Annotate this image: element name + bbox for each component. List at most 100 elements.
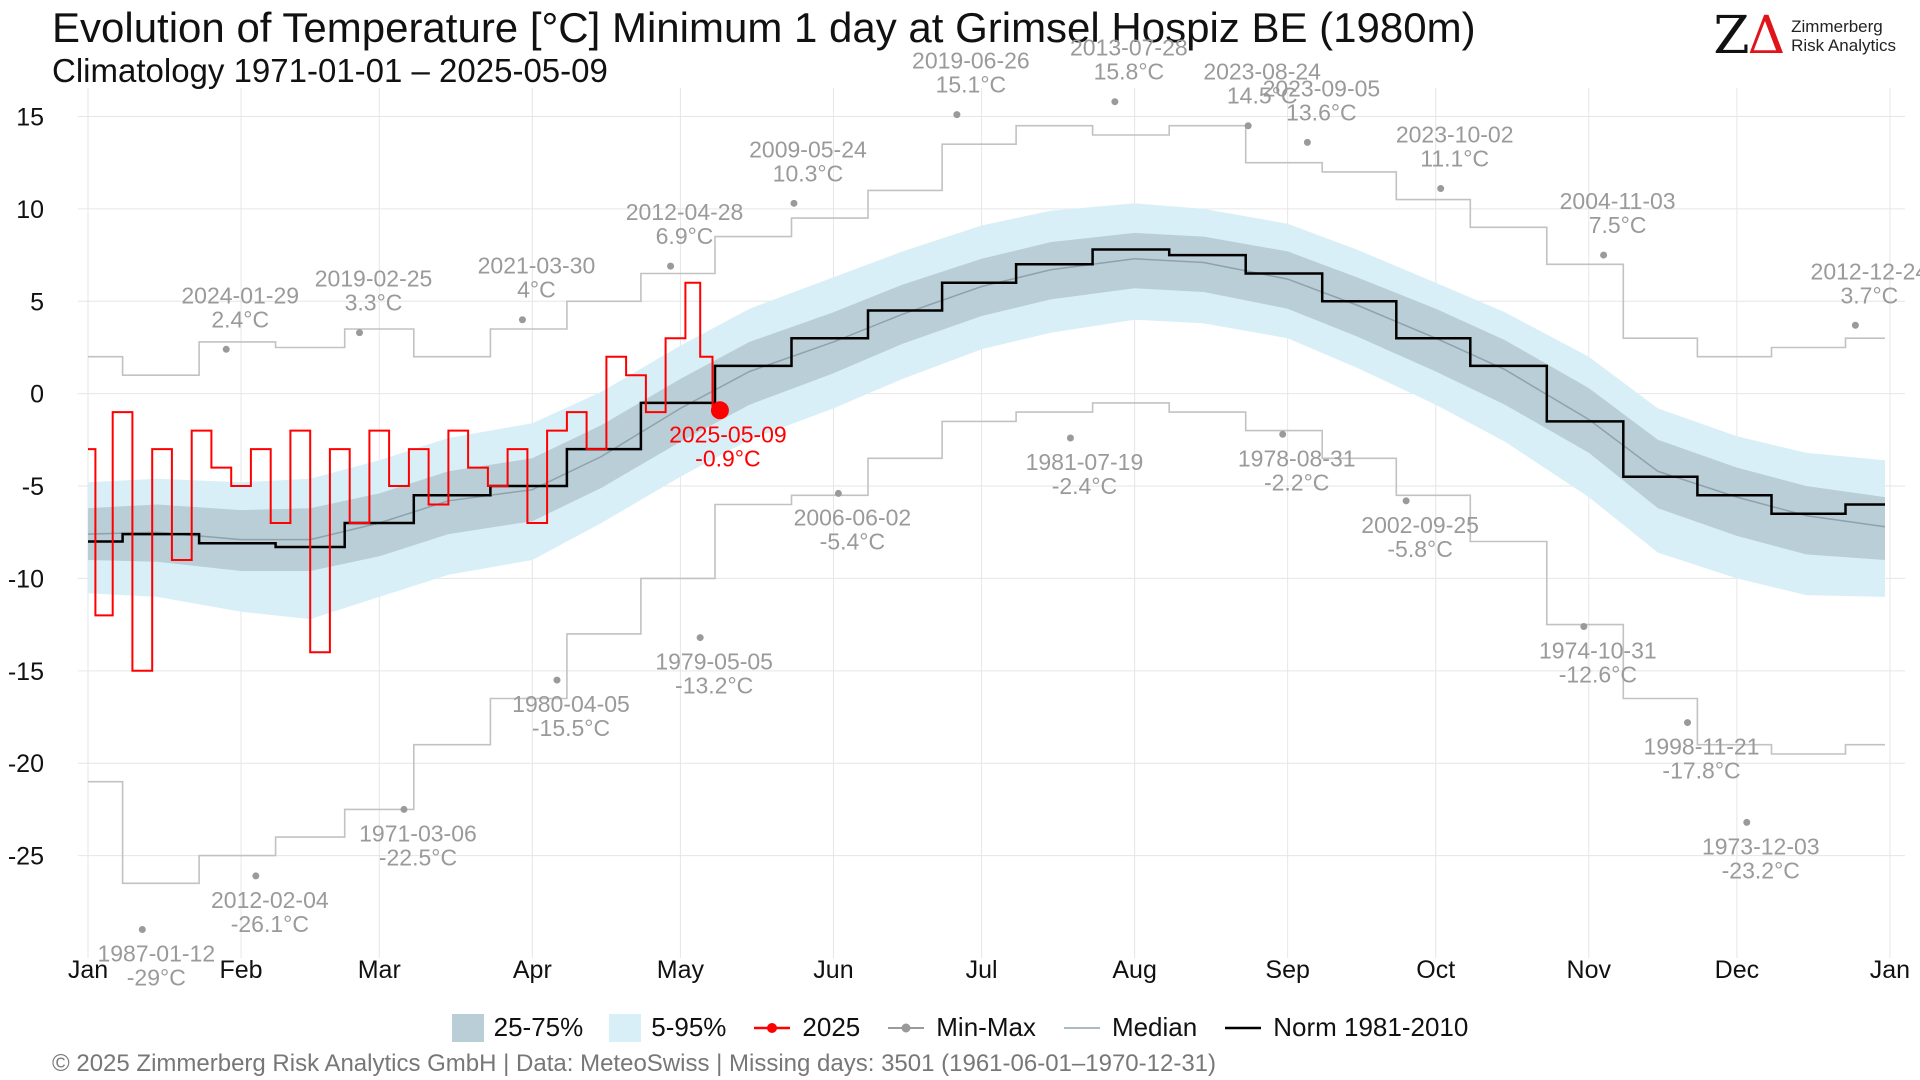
extreme-date-label: 2002-09-25 (1361, 512, 1479, 538)
credit-footer: © 2025 Zimmerberg Risk Analytics GmbH | … (52, 1050, 1216, 1077)
extreme-value-label: 3.3°C (345, 290, 403, 316)
extreme-date-label: 2024-01-29 (181, 282, 299, 308)
extreme-date-label: 2021-03-30 (478, 253, 596, 279)
extreme-date-label: 2012-04-28 (626, 199, 744, 225)
extreme-date-label: 2019-02-25 (315, 266, 433, 292)
series-norm-line (88, 248, 1885, 549)
y-tick-label: -15 (8, 658, 44, 686)
extreme-date-label: 1978-08-31 (1238, 445, 1356, 471)
logo-line-1: Zimmerberg (1791, 17, 1883, 36)
extreme-annotation: 2004-11-037.5°C (1560, 188, 1676, 259)
extreme-annotation: 1971-03-06-22.5°C (359, 805, 477, 870)
legend-swatch-q25-75 (451, 1013, 484, 1042)
extreme-value-label: -17.8°C (1662, 758, 1740, 784)
x-tick-label: Dec (1715, 956, 1759, 984)
legend-label-minmax: Min-Max (936, 1012, 1036, 1042)
x-tick-label: Apr (513, 956, 552, 984)
logo-mark-z: Z (1713, 6, 1749, 66)
chart-legend: 25-75% 5-95% 2025 Min-Max Median Norm 19… (0, 1012, 1920, 1043)
extreme-point (1580, 622, 1588, 630)
chart-title: Evolution of Temperature [°C] Minimum 1 … (52, 4, 1476, 51)
extreme-point (1743, 818, 1751, 826)
y-tick-label: 0 (30, 381, 44, 409)
extreme-point (400, 805, 408, 813)
legend-item-current-year: 2025 (752, 1012, 860, 1043)
extreme-point (222, 345, 230, 353)
legend-swatch-median (1063, 1026, 1100, 1029)
company-logo: ZΔ Zimmerberg Risk Analytics (1713, 10, 1896, 62)
extreme-value-label: -29°C (127, 965, 186, 991)
logo-line-2: Risk Analytics (1791, 36, 1896, 55)
extreme-annotation: 2012-04-286.9°C (626, 199, 744, 270)
extreme-point (356, 329, 364, 337)
extreme-annotation: 1979-05-05-13.2°C (655, 634, 773, 699)
chart-subtitle: Climatology 1971-01-01 – 2025-05-09 (52, 52, 608, 89)
x-tick-label: Mar (358, 956, 401, 984)
extreme-value-label: -15.5°C (532, 715, 610, 741)
legend-swatch-norm (1225, 1026, 1262, 1029)
extreme-value-label: -22.5°C (379, 844, 457, 870)
x-tick-label: Jul (966, 956, 998, 984)
logo-text: Zimmerberg Risk Analytics (1791, 17, 1896, 55)
extreme-date-label: 1974-10-31 (1539, 637, 1657, 663)
extreme-value-label: -5.8°C (1387, 536, 1452, 562)
extreme-annotation: 2019-02-253.3°C (315, 266, 433, 337)
legend-item-median: Median (1062, 1012, 1197, 1043)
legend-item-q5-95: 5-95% (609, 1012, 726, 1043)
logo-mark: ZΔ (1713, 10, 1785, 62)
x-tick-label: May (657, 956, 705, 984)
extreme-point (252, 872, 260, 880)
extreme-point (1279, 430, 1287, 438)
extreme-value-label: 11.1°C (1420, 146, 1489, 172)
extreme-annotation: 1981-07-19-2.4°C (1026, 434, 1143, 499)
extreme-date-label: 2023-10-02 (1396, 122, 1514, 148)
extreme-annotation: 1980-04-05-15.5°C (512, 676, 630, 741)
x-tick-label: Feb (219, 956, 262, 984)
extreme-point (1437, 185, 1445, 193)
extreme-point (1402, 497, 1410, 505)
series-min-line (88, 402, 1885, 885)
extreme-value-label: 13.6°C (1286, 99, 1357, 125)
extreme-value-label: -5.4°C (820, 528, 885, 554)
x-tick-label: Oct (1416, 956, 1455, 984)
extreme-date-label: 2004-11-03 (1560, 188, 1676, 214)
extreme-value-label: 4°C (517, 277, 556, 303)
extreme-value-label: 14.5°C (1227, 83, 1298, 109)
extreme-date-label: 1980-04-05 (512, 691, 630, 717)
extreme-point (790, 199, 798, 207)
extreme-point (553, 676, 561, 684)
current-day-point (710, 401, 729, 420)
extreme-date-label: 1971-03-06 (359, 820, 477, 846)
legend-item-q25-75: 25-75% (451, 1012, 584, 1043)
extreme-point (696, 634, 704, 642)
extreme-annotation: 1974-10-31-12.6°C (1539, 622, 1657, 687)
extreme-value-label: 3.7°C (1840, 282, 1898, 308)
extreme-annotation: 2021-03-304°C (478, 253, 596, 324)
logo-mark-delta: Δ (1747, 6, 1786, 66)
extreme-point (1600, 251, 1608, 259)
extreme-point (667, 262, 675, 270)
y-tick-label: -5 (22, 473, 44, 501)
y-tick-label: 10 (16, 196, 44, 224)
y-tick-label: 15 (16, 103, 44, 131)
extreme-point (1851, 321, 1859, 329)
legend-label-q25-75: 25-75% (493, 1012, 584, 1042)
legend-swatch-q5-95 (609, 1013, 642, 1042)
extreme-date-label: 1973-12-03 (1702, 833, 1820, 859)
extreme-value-label: 6.9°C (656, 223, 714, 249)
extreme-point (138, 926, 146, 934)
extreme-annotation: 1998-11-21-17.8°C (1644, 719, 1760, 784)
extreme-point (1303, 138, 1311, 146)
y-tick-label: -25 (8, 843, 44, 871)
x-tick-label: Sep (1265, 956, 1309, 984)
series-max-line (88, 124, 1885, 376)
extreme-date-label: 2013-07-28 (1070, 35, 1188, 61)
x-tick-label: Jan (68, 956, 108, 984)
extreme-date-label: 2012-12-24 (1811, 258, 1920, 284)
legend-label-norm: Norm 1981-2010 (1273, 1012, 1469, 1042)
